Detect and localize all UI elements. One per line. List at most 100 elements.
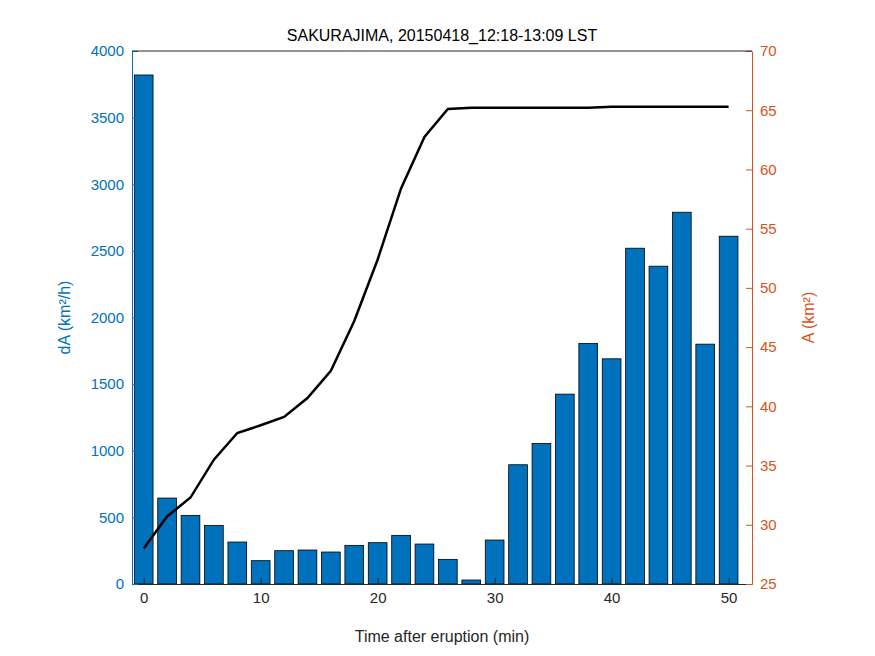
tick-label: 3500: [91, 109, 124, 126]
tick-mark: [378, 578, 379, 584]
tick-mark: [132, 318, 138, 319]
axis-line: [752, 52, 753, 585]
title: SAKURAJIMA, 20150418_12:18-13:09 LST: [287, 27, 598, 45]
y-axis: 0 500 1000 1500 2000 2500 3000 3500 4000: [91, 42, 138, 592]
tick: 3000: [91, 176, 138, 193]
tick-label: 70: [760, 42, 777, 59]
bar: [275, 551, 294, 584]
tick-label: 2500: [91, 242, 124, 259]
tick-label: 40: [604, 589, 621, 606]
bar: [719, 236, 738, 584]
line: [144, 107, 729, 549]
tick-label: 20: [370, 589, 387, 606]
tick: 30: [487, 578, 504, 606]
bar: [626, 248, 645, 584]
tick-label: 60: [760, 161, 777, 178]
axis-line: [133, 584, 753, 585]
tick-mark: [132, 517, 138, 518]
bar: [415, 544, 434, 584]
tick-mark: [746, 406, 752, 407]
tick-label: 40: [760, 398, 777, 415]
tick: 35: [746, 457, 777, 474]
bar: [649, 266, 668, 584]
tick: 25: [746, 575, 777, 592]
tick-label: 500: [99, 509, 124, 526]
tick: 2000: [91, 309, 138, 326]
tick-mark: [132, 451, 138, 452]
tick-label: 35: [760, 457, 777, 474]
bar: [672, 212, 691, 584]
tick-mark: [746, 525, 752, 526]
bar: [579, 343, 598, 584]
plot-area: [134, 75, 738, 584]
tick-mark: [132, 251, 138, 252]
bar: [205, 525, 224, 584]
x-axis: 0 10 20 30 40 50: [133, 578, 753, 606]
tick-label: 65: [760, 102, 777, 119]
tick-mark: [746, 229, 752, 230]
tick-label: 50: [760, 279, 777, 296]
bar: [392, 535, 411, 584]
tick-mark: [612, 578, 613, 584]
tick-label: 1500: [91, 375, 124, 392]
bar: [696, 344, 715, 584]
y-axis-title: dA (km²/h): [56, 281, 73, 355]
tick-mark: [132, 118, 138, 119]
tick: 4000: [91, 42, 138, 59]
tick-mark: [261, 578, 262, 584]
bar: [298, 550, 317, 584]
y2-axis: 25 30 35 40 45 50 55 60 65 70: [746, 42, 777, 592]
tick-label: 50: [721, 589, 738, 606]
tick-label: 45: [760, 338, 777, 355]
tick: 2500: [91, 242, 138, 259]
tick: 500: [99, 509, 138, 526]
tick: 1500: [91, 375, 138, 392]
tick: 3500: [91, 109, 138, 126]
bar: [509, 465, 528, 584]
tick: 40: [604, 578, 621, 606]
bar: [181, 515, 200, 584]
tick-label: 30: [487, 589, 504, 606]
tick-label: 10: [253, 589, 270, 606]
tick: 55: [746, 220, 777, 237]
chart: 0102030405005001000150020002500300035004…: [0, 0, 875, 656]
tick-mark: [746, 584, 752, 585]
tick: 50: [721, 578, 738, 606]
bar: [134, 75, 153, 584]
bar: [345, 545, 364, 584]
tick-label: 30: [760, 516, 777, 533]
tick: 40: [746, 398, 777, 415]
tick-label: 55: [760, 220, 777, 237]
bar: [228, 542, 247, 584]
y2-axis-title: A (km²): [800, 292, 817, 344]
tick-mark: [132, 584, 138, 585]
tick: 30: [746, 516, 777, 533]
tick-label: 2000: [91, 309, 124, 326]
bar: [251, 561, 270, 584]
tick-mark: [729, 578, 730, 584]
tick-label: 0: [140, 589, 148, 606]
tick-mark: [132, 384, 138, 385]
tick-mark: [746, 466, 752, 467]
tick-mark: [144, 578, 145, 584]
bar: [462, 580, 481, 584]
tick-mark: [495, 578, 496, 584]
bar: [322, 552, 341, 584]
tick-mark: [746, 110, 752, 111]
tick: 1000: [91, 442, 138, 459]
bar: [602, 359, 621, 584]
tick: 60: [746, 161, 777, 178]
tick: 0: [116, 575, 138, 592]
tick-mark: [746, 347, 752, 348]
tick-mark: [746, 288, 752, 289]
x-axis-title: Time after eruption (min): [355, 628, 530, 645]
tick-mark: [746, 169, 752, 170]
tick-label: 25: [760, 575, 777, 592]
tick-label: 0: [116, 575, 124, 592]
bar: [368, 543, 387, 584]
tick-label: 4000: [91, 42, 124, 59]
bar: [438, 559, 457, 584]
bar: [485, 540, 504, 584]
tick-label: 1000: [91, 442, 124, 459]
frame-top: [132, 51, 752, 52]
